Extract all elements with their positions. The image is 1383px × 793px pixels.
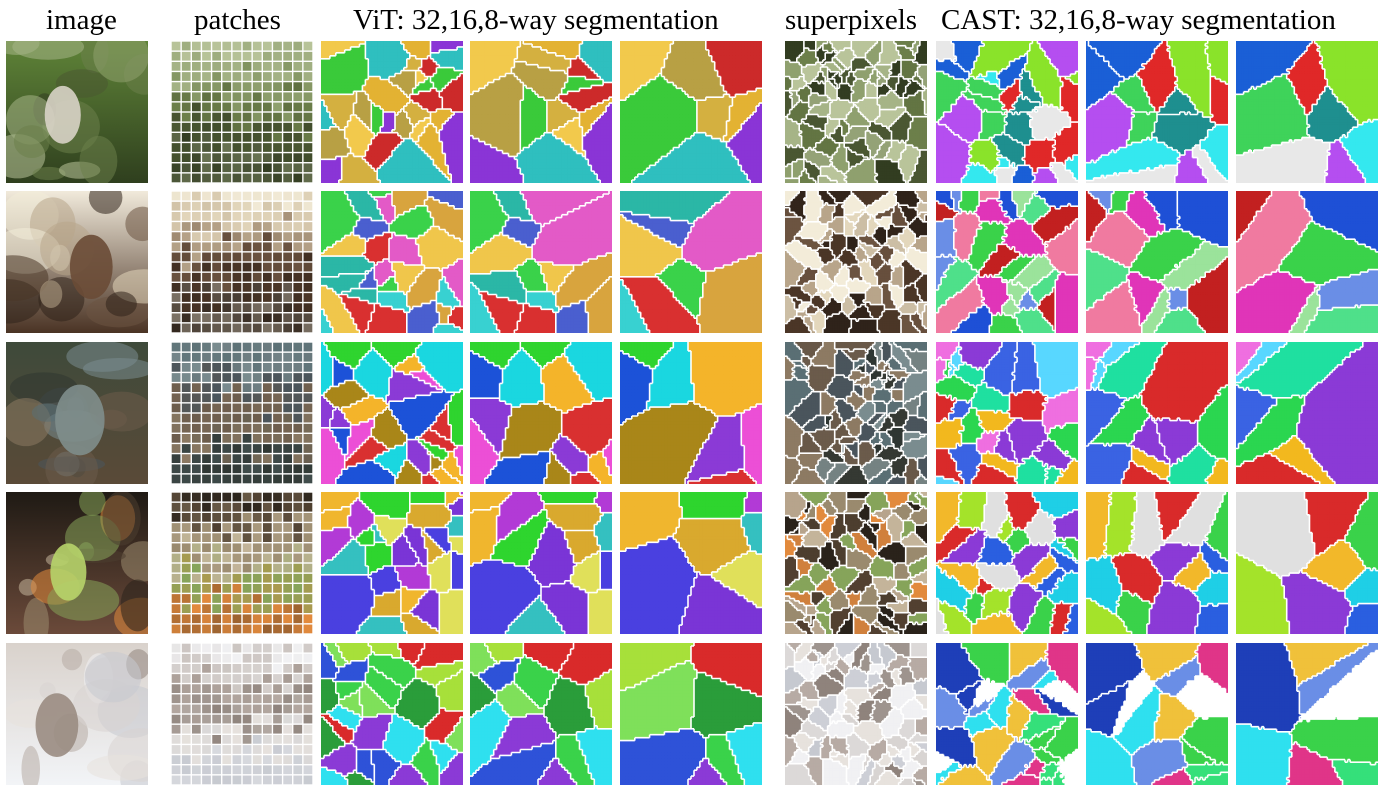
- vit-segmentation-8-way: [620, 492, 762, 634]
- image-patches: [171, 643, 313, 785]
- cast-segmentation-16-way: [1086, 342, 1228, 484]
- cast-segmentation-32-way: [936, 342, 1078, 484]
- cast-segmentation-8-way: [1236, 643, 1378, 785]
- cast-segmentation-32-way: [936, 191, 1078, 333]
- cast-segmentation-16-way: [1086, 191, 1228, 333]
- vit-segmentation-8-way: [620, 643, 762, 785]
- image-photo: [6, 643, 148, 785]
- cast-segmentation-16-way: [1086, 643, 1228, 785]
- superpixels-map: [785, 342, 927, 484]
- cast-segmentation-32-way: [936, 41, 1078, 183]
- image-patches: [171, 492, 313, 634]
- superpixels-map: [785, 643, 927, 785]
- vit-segmentation-16-way: [470, 492, 612, 634]
- vit-segmentation-16-way: [470, 191, 612, 333]
- cast-segmentation-8-way: [1236, 191, 1378, 333]
- vit-segmentation-32-way: [321, 342, 463, 484]
- vit-segmentation-8-way: [620, 342, 762, 484]
- superpixels-map: [785, 191, 927, 333]
- image-patches: [171, 41, 313, 183]
- image-photo: [6, 492, 148, 634]
- image-photo: [6, 191, 148, 333]
- cast-segmentation-16-way: [1086, 492, 1228, 634]
- vit-segmentation-8-way: [620, 41, 762, 183]
- vit-segmentation-16-way: [470, 41, 612, 183]
- superpixels-map: [785, 41, 927, 183]
- vit-segmentation-32-way: [321, 492, 463, 634]
- cast-segmentation-8-way: [1236, 342, 1378, 484]
- image-patches: [171, 342, 313, 484]
- cast-segmentation-8-way: [1236, 492, 1378, 634]
- vit-segmentation-32-way: [321, 191, 463, 333]
- image-photo: [6, 41, 148, 183]
- image-photo: [6, 342, 148, 484]
- vit-segmentation-32-way: [321, 41, 463, 183]
- superpixels-map: [785, 492, 927, 634]
- vit-segmentation-32-way: [321, 643, 463, 785]
- cast-segmentation-32-way: [936, 643, 1078, 785]
- vit-segmentation-16-way: [470, 643, 612, 785]
- cast-segmentation-32-way: [936, 492, 1078, 634]
- vit-segmentation-16-way: [470, 342, 612, 484]
- vit-segmentation-8-way: [620, 191, 762, 333]
- image-patches: [171, 191, 313, 333]
- cast-segmentation-8-way: [1236, 41, 1378, 183]
- cast-segmentation-16-way: [1086, 41, 1228, 183]
